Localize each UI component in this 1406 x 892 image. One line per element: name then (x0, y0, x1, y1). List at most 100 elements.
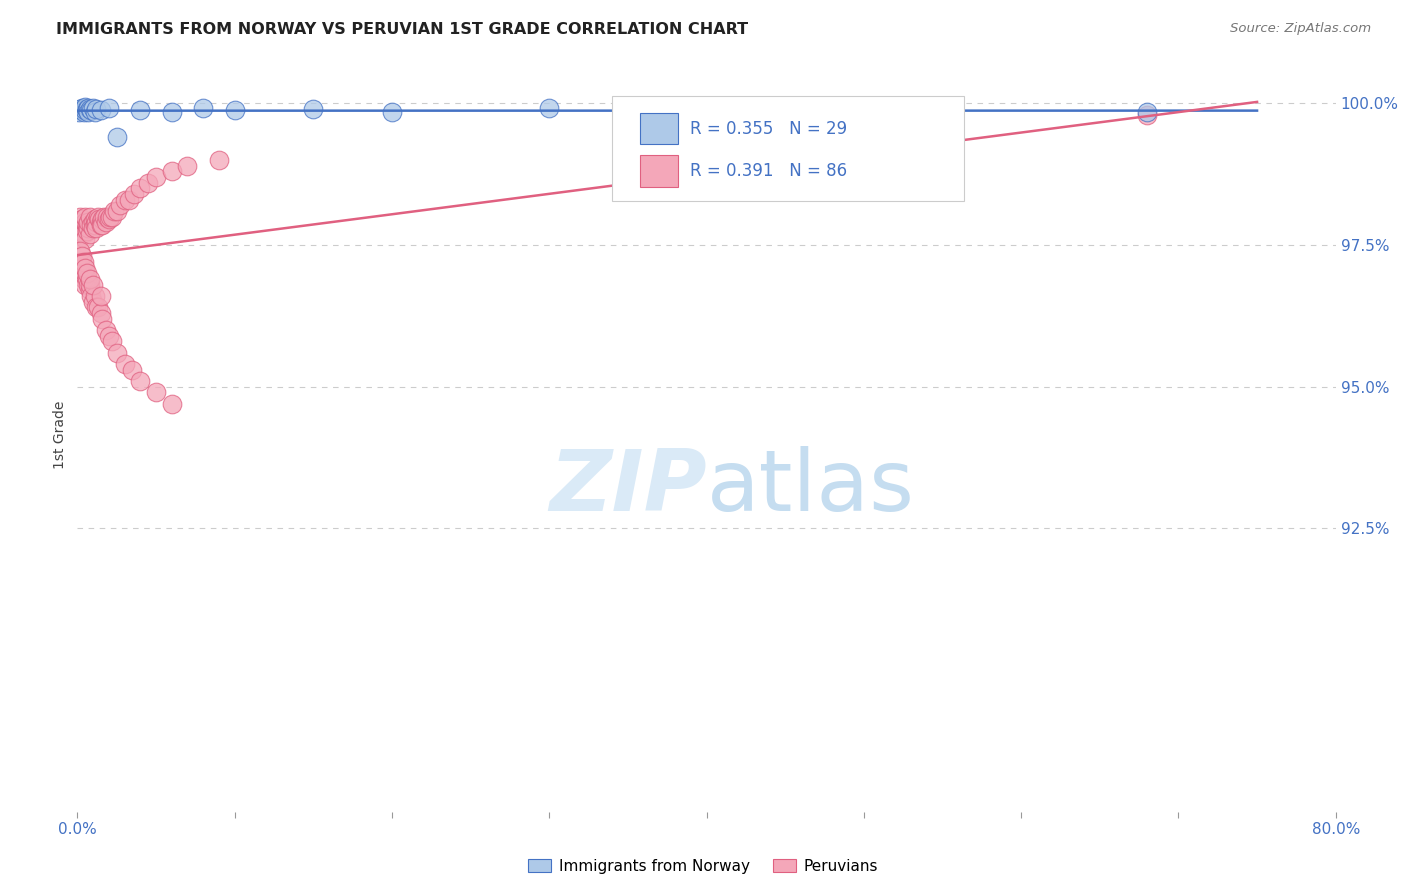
Point (83, 289, 105, 303)
Point (101, 210, 124, 224)
Point (114, 193, 136, 207)
Point (77, 277, 100, 292)
Point (77, 221, 100, 235)
Point (129, 181, 152, 195)
Point (122, 186, 145, 201)
Point (82, 294, 104, 309)
Point (114, 357, 136, 371)
Point (108, 198, 131, 212)
Point (91, 218, 114, 232)
Text: R = 0.391   N = 86: R = 0.391 N = 86 (690, 162, 848, 180)
FancyBboxPatch shape (640, 112, 678, 145)
Point (79, 227, 101, 241)
Point (105, 130, 128, 145)
Point (67, 104, 90, 119)
Point (302, 102, 325, 116)
Point (77, 215, 100, 229)
Point (103, 204, 125, 219)
Point (80, 218, 103, 232)
Point (69, 227, 91, 241)
Point (1136, 108, 1159, 122)
Point (70, 224, 93, 238)
Point (76, 272, 98, 286)
Point (87, 301, 110, 315)
Point (94, 215, 117, 229)
Point (121, 362, 143, 376)
Point (76, 266, 98, 280)
Point (538, 101, 561, 115)
Point (90, 306, 112, 320)
Point (75, 103, 97, 117)
Point (145, 385, 167, 400)
Point (70, 103, 93, 117)
Point (191, 101, 215, 115)
Point (89, 212, 111, 227)
Point (70, 218, 93, 232)
Point (72, 272, 94, 286)
Point (67, 255, 90, 269)
Point (76, 218, 98, 232)
Point (72, 227, 94, 241)
Point (83, 104, 105, 119)
Point (79, 210, 101, 224)
Text: ZIP: ZIP (548, 446, 707, 529)
Point (75, 260, 97, 275)
Point (105, 204, 128, 219)
Point (70, 249, 93, 263)
Point (97, 212, 120, 227)
Point (84, 102, 107, 116)
Point (69, 244, 91, 258)
Point (160, 397, 183, 411)
Point (70, 266, 93, 280)
Point (82, 277, 104, 292)
Point (76, 224, 98, 238)
Point (79, 283, 101, 297)
Point (97, 328, 120, 343)
FancyBboxPatch shape (612, 95, 965, 202)
Point (84, 215, 107, 229)
Point (136, 176, 159, 190)
Text: atlas: atlas (707, 446, 914, 529)
Point (69, 102, 91, 116)
Point (105, 345, 128, 359)
Legend: Immigrants from Norway, Peruvians: Immigrants from Norway, Peruvians (522, 853, 884, 880)
Point (90, 289, 112, 303)
Point (97, 101, 120, 115)
Point (82, 101, 104, 115)
Point (91, 311, 114, 326)
Point (208, 153, 231, 167)
Point (72, 102, 94, 116)
Point (75, 215, 97, 229)
Point (69, 260, 91, 275)
Point (75, 210, 97, 224)
Point (75, 277, 97, 292)
Point (90, 218, 112, 232)
Point (79, 277, 101, 292)
Point (76, 103, 98, 117)
Point (67, 221, 90, 235)
Point (77, 101, 100, 115)
Y-axis label: 1st Grade: 1st Grade (53, 401, 67, 469)
Point (90, 103, 112, 117)
Point (69, 210, 91, 224)
Point (1136, 104, 1159, 119)
Point (75, 266, 97, 280)
Point (101, 334, 124, 349)
Point (76, 102, 98, 116)
Point (145, 169, 167, 184)
Point (98, 210, 121, 224)
Point (129, 374, 152, 388)
Point (79, 272, 101, 286)
FancyBboxPatch shape (640, 155, 678, 186)
Point (72, 104, 94, 119)
Point (91, 212, 114, 227)
Point (67, 232, 90, 246)
Point (83, 218, 105, 232)
Text: Source: ZipAtlas.com: Source: ZipAtlas.com (1230, 22, 1371, 36)
Text: R = 0.355   N = 29: R = 0.355 N = 29 (690, 120, 848, 137)
Point (84, 221, 107, 235)
Point (160, 164, 183, 178)
Point (75, 232, 97, 246)
Point (176, 159, 198, 173)
Point (381, 104, 404, 119)
